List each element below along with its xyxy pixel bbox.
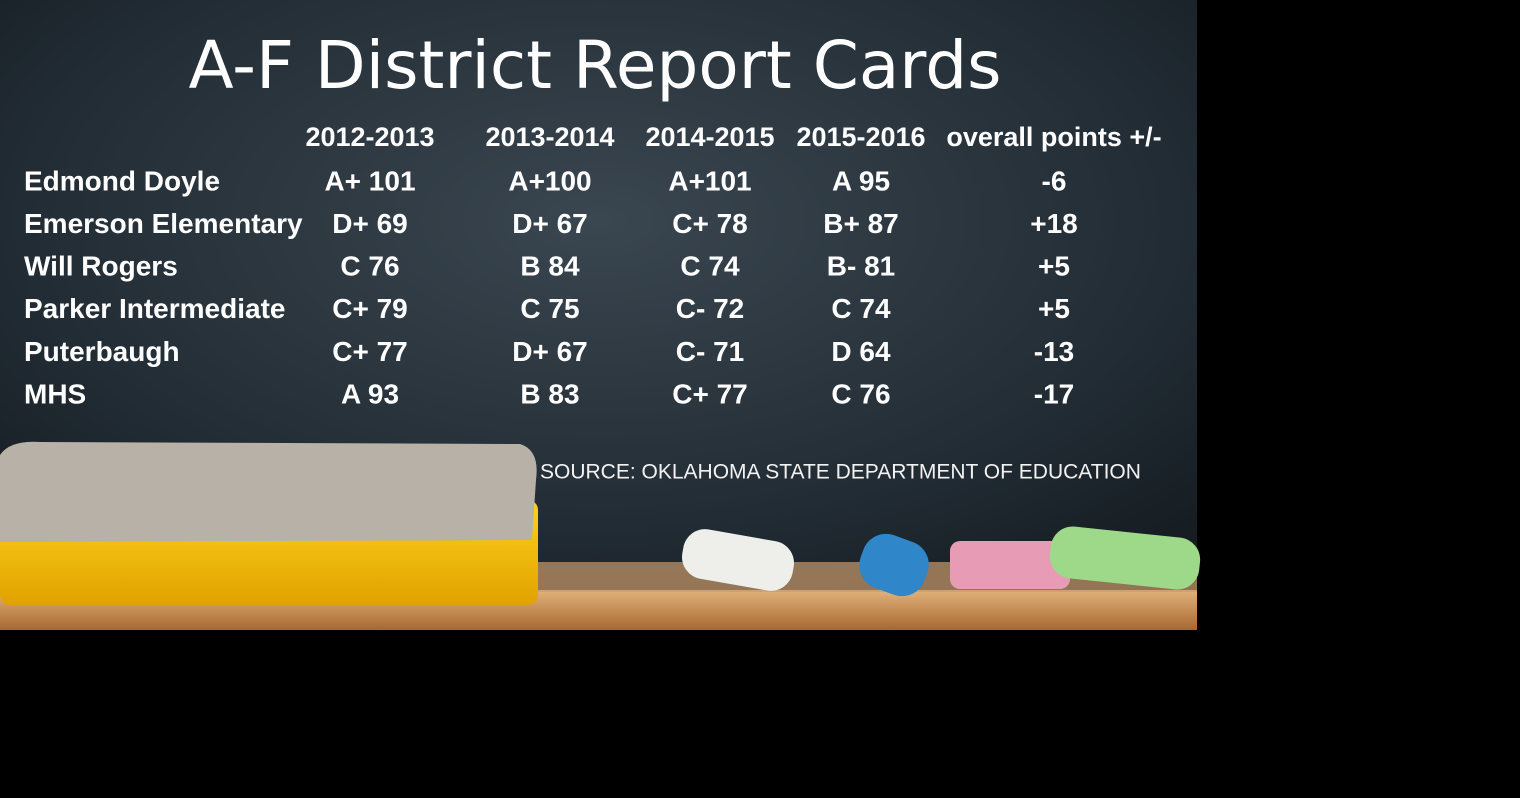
points-change: +5 — [1038, 293, 1070, 324]
school-name: Puterbaugh — [24, 336, 180, 367]
title: A-F District Report Cards — [188, 27, 1001, 104]
school-name: Emerson Elementary — [24, 208, 303, 239]
grade-cell: C+ 77 — [332, 336, 408, 367]
grade-cell: A 95 — [832, 165, 890, 196]
points-change: +5 — [1038, 251, 1070, 282]
grade-cell: B 83 — [520, 378, 579, 409]
grade-cell: C+ 78 — [672, 208, 748, 239]
school-name: MHS — [24, 378, 86, 409]
white-chalk — [681, 529, 795, 591]
column-header: overall points +/- — [946, 122, 1161, 152]
grade-cell: A+101 — [668, 165, 751, 196]
grade-cell: D+ 67 — [512, 208, 588, 239]
school-name: Edmond Doyle — [24, 165, 220, 196]
school-name: Parker Intermediate — [24, 293, 285, 324]
grade-cell: A 93 — [341, 378, 399, 409]
grade-cell: C 74 — [680, 251, 740, 282]
green-chalk — [1049, 526, 1201, 590]
grade-cell: B- 81 — [827, 251, 895, 282]
source: SOURCE: OKLAHOMA STATE DEPARTMENT OF EDU… — [540, 461, 1141, 484]
column-header: 2014-2015 — [645, 122, 774, 152]
grade-cell: D+ 67 — [512, 336, 588, 367]
points-change: -13 — [1034, 336, 1074, 367]
table: 2012-2013 2013-2014 2014-2015 2015-2016 over… — [24, 122, 1162, 409]
grade-cell: C 76 — [340, 251, 399, 282]
grade-cell: C 74 — [831, 293, 891, 324]
column-header: 2015-2016 — [796, 122, 925, 152]
grade-cell: B 84 — [520, 251, 580, 282]
school-name: Will Rogers — [24, 251, 178, 282]
grade-cell: C- 72 — [676, 293, 744, 324]
column-header: 2012-2013 — [305, 122, 434, 152]
pink-chalk — [950, 541, 1070, 589]
column-header: 2013-2014 — [485, 122, 614, 152]
points-change: -17 — [1034, 378, 1074, 409]
grade-cell: B+ 87 — [823, 208, 899, 239]
grade-cell: C- 71 — [676, 336, 744, 367]
points-change: -6 — [1042, 165, 1067, 196]
grade-cell: C 76 — [831, 378, 890, 409]
grade-cell: C+ 79 — [332, 293, 408, 324]
grade-cell: A+100 — [508, 165, 591, 196]
grade-cell: A+ 101 — [324, 165, 415, 196]
grade-cell: C+ 77 — [672, 378, 748, 409]
blue-chalk — [859, 533, 929, 597]
eraser-felt — [0, 441, 537, 542]
grade-cell: C 75 — [520, 293, 579, 324]
points-change: +18 — [1030, 208, 1078, 239]
grade-cell: D 64 — [831, 336, 891, 367]
grade-cell: D+ 69 — [332, 208, 408, 239]
